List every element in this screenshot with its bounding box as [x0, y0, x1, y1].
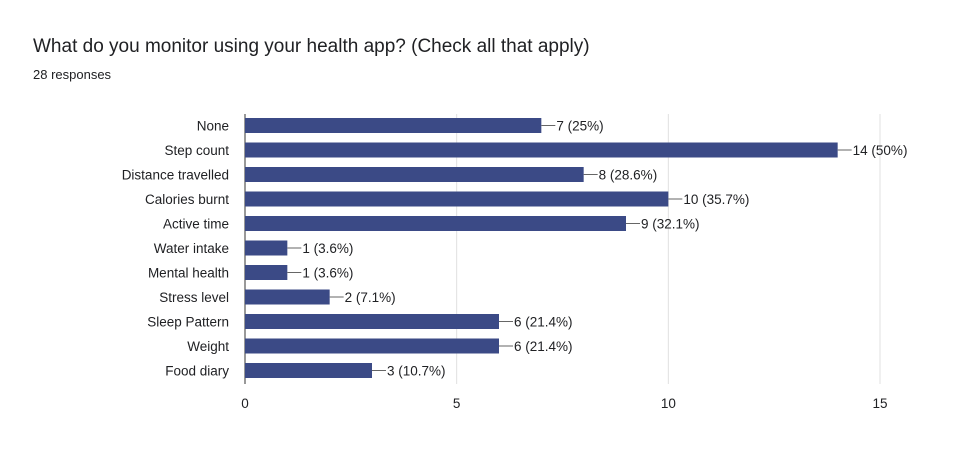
bar — [245, 240, 288, 256]
category-label: Sleep Pattern — [147, 315, 229, 330]
data-label: 9 (32.1%) — [641, 217, 700, 232]
bar — [245, 265, 288, 280]
data-label: 8 (28.6%) — [599, 168, 658, 183]
category-label: Mental health — [148, 266, 229, 281]
category-label: Calories burnt — [145, 192, 229, 207]
bar — [245, 216, 626, 231]
x-tick-label: 0 — [241, 396, 249, 411]
data-label: 1 (3.6%) — [302, 266, 353, 281]
x-tick-label: 15 — [872, 396, 887, 411]
x-tick-label: 5 — [453, 396, 461, 411]
data-label: 7 (25%) — [556, 119, 603, 134]
bar — [245, 191, 669, 207]
category-label: Distance travelled — [122, 168, 229, 183]
category-label: None — [197, 119, 229, 134]
data-label: 6 (21.4%) — [514, 339, 573, 354]
chart-title: What do you monitor using your health ap… — [33, 36, 590, 57]
category-label: Step count — [164, 143, 229, 158]
bar — [245, 314, 499, 329]
category-label: Weight — [187, 339, 229, 354]
bar — [245, 118, 542, 133]
category-label: Food diary — [165, 364, 229, 379]
category-label: Active time — [163, 217, 229, 232]
data-label: 1 (3.6%) — [302, 241, 353, 256]
data-label: 14 (50%) — [853, 143, 908, 158]
data-label: 6 (21.4%) — [514, 315, 573, 330]
category-label: Water intake — [154, 241, 229, 256]
labels: 0 5 10 15 None 7 (25%) Step count 14 (50%) Dista… — [122, 119, 908, 412]
bar — [245, 167, 584, 182]
response-count: 28 responses — [33, 67, 112, 82]
data-label: 2 (7.1%) — [345, 290, 396, 305]
bar — [245, 142, 838, 158]
bar — [245, 289, 330, 305]
bars — [245, 118, 852, 378]
x-tick-label: 10 — [661, 396, 676, 411]
bar — [245, 338, 499, 354]
bar — [245, 363, 372, 378]
data-label: 10 (35.7%) — [683, 192, 749, 207]
category-label: Stress level — [159, 290, 229, 305]
data-label: 3 (10.7%) — [387, 364, 446, 379]
